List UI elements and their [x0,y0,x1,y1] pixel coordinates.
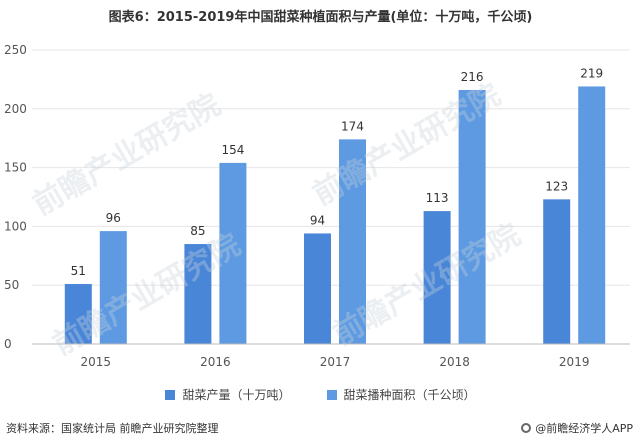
data-label-area: 219 [580,66,603,80]
y-tick-label: 50 [4,278,19,292]
bar-production [304,233,331,344]
brand-label: @前瞻经济学人APP [535,422,633,435]
brand-logo-icon [521,423,532,433]
legend: 甜菜产量（十万吨） 甜菜播种面积（千公顷） [0,386,641,403]
data-label-production: 94 [310,213,325,227]
source-note: 资料来源：国家统计局 前瞻产业研究院整理 [6,422,219,435]
data-label-area: 216 [461,70,484,84]
footer: 资料来源：国家统计局 前瞻产业研究院整理 @前瞻经济学人APP [6,420,633,436]
data-label-area: 174 [341,119,364,133]
legend-label-area: 甜菜播种面积（千公顷） [343,388,476,402]
x-tick-label: 2017 [320,355,351,369]
legend-label-production: 甜菜产量（十万吨） [182,388,291,402]
data-label-production: 85 [190,224,205,238]
y-tick-label: 200 [4,102,27,116]
bar-layer [64,86,606,345]
legend-swatch-production [165,389,176,400]
legend-item-production: 甜菜产量（十万吨） [165,386,291,403]
x-tick-label: 2018 [439,355,470,369]
y-tick-label: 150 [4,161,27,175]
y-tick-label: 0 [4,337,12,351]
bar-production [64,284,92,344]
bar-area [219,162,247,344]
bar-area [339,139,366,344]
data-label-area: 154 [221,143,244,157]
data-label-production: 113 [426,191,449,205]
y-tick-label: 250 [4,43,27,57]
legend-swatch-area [326,389,337,400]
data-label-production: 123 [545,179,568,193]
bar-area [99,231,127,344]
axis-layer: 0 50 100 150 200 250 2015 2016 2017 2018 2019 [4,43,630,369]
data-label-area: 96 [106,211,121,225]
x-tick-label: 2016 [200,355,231,369]
bar-production [423,211,451,344]
bar-area [458,89,486,344]
data-label-production: 51 [71,264,86,278]
bar-production [543,199,571,344]
bar-area [578,86,606,345]
x-tick-label: 2015 [81,355,112,369]
data-label-layer: 51 96 85 154 94 174 113 216 123 219 [71,66,603,278]
y-tick-label: 100 [4,219,27,233]
bar-production [184,244,212,344]
legend-item-area: 甜菜播种面积（千公顷） [326,386,476,403]
brand: @前瞻经济学人APP [521,420,633,436]
chart-title: 图表6：2015-2019年中国甜菜种植面积与产量(单位：十万吨，千公顷) [108,10,533,25]
x-tick-label: 2019 [559,355,590,369]
